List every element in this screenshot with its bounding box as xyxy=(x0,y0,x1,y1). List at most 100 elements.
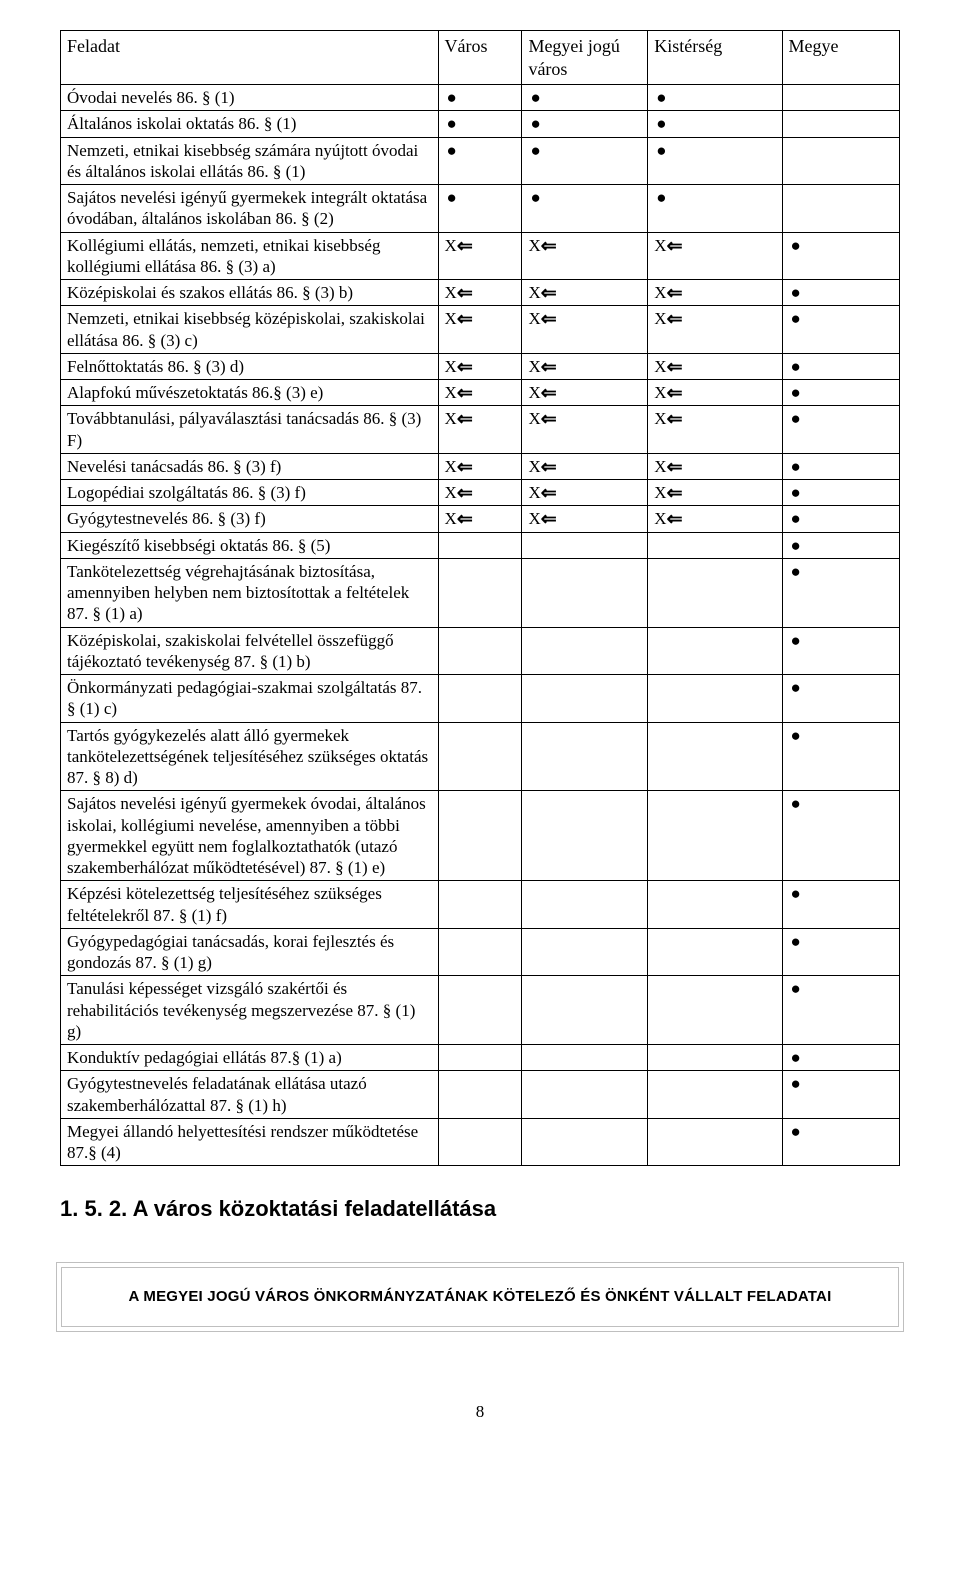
city-cell xyxy=(438,928,522,976)
task-cell: Nemzeti, etnikai kisebbség számára nyújt… xyxy=(61,137,439,185)
task-cell: Alapfokú művészetoktatás 86.§ (3) e) xyxy=(61,380,439,406)
table-row: Képzési kötelezettség teljesítéséhez szü… xyxy=(61,881,900,929)
city-cell xyxy=(438,627,522,675)
kisterseg-cell xyxy=(648,976,782,1045)
kisterseg-cell xyxy=(648,558,782,627)
mjv-cell xyxy=(522,675,648,723)
table-row: Továbbtanulási, pályaválasztási tanácsad… xyxy=(61,406,900,454)
mjv-cell xyxy=(522,627,648,675)
table-row: Óvodai nevelés 86. § (1)●●● xyxy=(61,85,900,111)
task-cell: Továbbtanulási, pályaválasztási tanácsad… xyxy=(61,406,439,454)
boxed-title-text: A MEGYEI JOGÚ VÁROS ÖNKORMÁNYZATÁNAK KÖT… xyxy=(129,1288,832,1305)
task-cell: Nemzeti, etnikai kisebbség középiskolai,… xyxy=(61,306,439,354)
city-cell: X⇐ xyxy=(438,453,522,479)
city-cell xyxy=(438,675,522,723)
megye-cell: ● xyxy=(782,480,899,506)
table-row: Logopédiai szolgáltatás 86. § (3) f)X⇐X⇐… xyxy=(61,480,900,506)
megye-cell: ● xyxy=(782,232,899,280)
kisterseg-cell xyxy=(648,532,782,558)
kisterseg-cell: X⇐ xyxy=(648,280,782,306)
task-cell: Középiskolai, szakiskolai felvétellel ös… xyxy=(61,627,439,675)
city-cell: X⇐ xyxy=(438,380,522,406)
megye-cell: ● xyxy=(782,453,899,479)
task-cell: Logopédiai szolgáltatás 86. § (3) f) xyxy=(61,480,439,506)
task-cell: Gyógytestnevelés feladatának ellátása ut… xyxy=(61,1071,439,1119)
table-row: Sajátos nevelési igényű gyermekek óvodai… xyxy=(61,791,900,881)
table-row: Tartós gyógykezelés alatt álló gyermekek… xyxy=(61,722,900,791)
city-cell: ● xyxy=(438,85,522,111)
boxed-title-outer: A MEGYEI JOGÚ VÁROS ÖNKORMÁNYZATÁNAK KÖT… xyxy=(56,1262,904,1332)
mjv-cell: X⇐ xyxy=(522,280,648,306)
megye-cell: ● xyxy=(782,506,899,532)
table-row: Középiskolai, szakiskolai felvétellel ös… xyxy=(61,627,900,675)
mjv-cell: ● xyxy=(522,137,648,185)
task-cell: Óvodai nevelés 86. § (1) xyxy=(61,85,439,111)
kisterseg-cell: X⇐ xyxy=(648,406,782,454)
kisterseg-cell: X⇐ xyxy=(648,480,782,506)
mjv-cell: X⇐ xyxy=(522,406,648,454)
megye-cell: ● xyxy=(782,928,899,976)
table-row: Felnőttoktatás 86. § (3) d)X⇐X⇐X⇐● xyxy=(61,353,900,379)
megye-cell: ● xyxy=(782,881,899,929)
mjv-cell: X⇐ xyxy=(522,353,648,379)
task-cell: Megyei állandó helyettesítési rendszer m… xyxy=(61,1118,439,1166)
megye-cell: ● xyxy=(782,1071,899,1119)
table-row: Tanulási képességet vizsgáló szakértői é… xyxy=(61,976,900,1045)
city-cell xyxy=(438,532,522,558)
table-row: Nemzeti, etnikai kisebbség számára nyújt… xyxy=(61,137,900,185)
megye-cell: ● xyxy=(782,722,899,791)
megye-cell xyxy=(782,85,899,111)
megye-cell: ● xyxy=(782,406,899,454)
city-cell xyxy=(438,1118,522,1166)
table-row: Kiegészítő kisebbségi oktatás 86. § (5)● xyxy=(61,532,900,558)
city-cell xyxy=(438,558,522,627)
mjv-cell: X⇐ xyxy=(522,506,648,532)
kisterseg-cell xyxy=(648,791,782,881)
table-row: Középiskolai és szakos ellátás 86. § (3)… xyxy=(61,280,900,306)
kisterseg-cell: ● xyxy=(648,111,782,137)
city-cell: ● xyxy=(438,185,522,233)
table-header-row: Feladat Város Megyei jogú város Kistérsé… xyxy=(61,31,900,85)
megye-cell: ● xyxy=(782,1045,899,1071)
mjv-cell xyxy=(522,1071,648,1119)
section-heading: 1. 5. 2. A város közoktatási feladatellá… xyxy=(60,1196,900,1222)
megye-cell: ● xyxy=(782,558,899,627)
table-row: Konduktív pedagógiai ellátás 87.§ (1) a)… xyxy=(61,1045,900,1071)
task-cell: Középiskolai és szakos ellátás 86. § (3)… xyxy=(61,280,439,306)
table-row: Gyógypedagógiai tanácsadás, korai fejles… xyxy=(61,928,900,976)
kisterseg-cell: X⇐ xyxy=(648,506,782,532)
table-row: Gyógytestnevelés 86. § (3) f)X⇐X⇐X⇐● xyxy=(61,506,900,532)
city-cell xyxy=(438,791,522,881)
table-row: Megyei állandó helyettesítési rendszer m… xyxy=(61,1118,900,1166)
kisterseg-cell: X⇐ xyxy=(648,380,782,406)
megye-cell: ● xyxy=(782,306,899,354)
city-cell xyxy=(438,976,522,1045)
tasks-table: Feladat Város Megyei jogú város Kistérsé… xyxy=(60,30,900,1166)
kisterseg-cell xyxy=(648,675,782,723)
col-header-task: Feladat xyxy=(61,31,439,85)
col-header-kisterseg: Kistérség xyxy=(648,31,782,85)
mjv-cell xyxy=(522,532,648,558)
task-cell: Nevelési tanácsadás 86. § (3) f) xyxy=(61,453,439,479)
boxed-title-inner: A MEGYEI JOGÚ VÁROS ÖNKORMÁNYZATÁNAK KÖT… xyxy=(61,1267,899,1327)
megye-cell: ● xyxy=(782,627,899,675)
city-cell: X⇐ xyxy=(438,480,522,506)
city-cell xyxy=(438,881,522,929)
kisterseg-cell: X⇐ xyxy=(648,453,782,479)
task-cell: Tankötelezettség végrehajtásának biztosí… xyxy=(61,558,439,627)
mjv-cell: X⇐ xyxy=(522,306,648,354)
task-cell: Gyógytestnevelés 86. § (3) f) xyxy=(61,506,439,532)
kisterseg-cell xyxy=(648,881,782,929)
col-header-megye: Megye xyxy=(782,31,899,85)
mjv-cell xyxy=(522,976,648,1045)
mjv-cell: X⇐ xyxy=(522,232,648,280)
table-row: Önkormányzati pedagógiai-szakmai szolgál… xyxy=(61,675,900,723)
task-cell: Általános iskolai oktatás 86. § (1) xyxy=(61,111,439,137)
kisterseg-cell: X⇐ xyxy=(648,353,782,379)
task-cell: Kollégiumi ellátás, nemzeti, etnikai kis… xyxy=(61,232,439,280)
kisterseg-cell: ● xyxy=(648,137,782,185)
city-cell xyxy=(438,1071,522,1119)
city-cell: X⇐ xyxy=(438,506,522,532)
kisterseg-cell xyxy=(648,722,782,791)
mjv-cell xyxy=(522,1118,648,1166)
